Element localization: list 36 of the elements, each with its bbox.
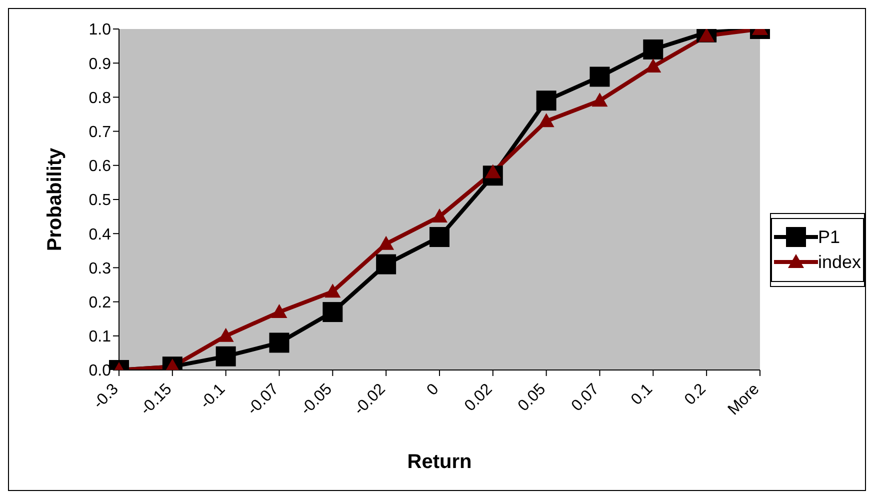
point	[538, 113, 554, 128]
x-tick-label: 0	[424, 380, 442, 400]
point	[271, 304, 288, 318]
point	[322, 302, 343, 322]
x-tick-label: 0.2	[682, 380, 710, 409]
y-tick-label: 0.8	[88, 90, 112, 107]
point	[376, 254, 396, 274]
y-tick-label: 0.6	[88, 158, 112, 176]
x-tick-label: 0.1	[628, 380, 656, 409]
y-tick-label: 0.4	[88, 226, 112, 244]
point	[536, 90, 556, 111]
y-tick-label: 0.7	[88, 124, 112, 141]
x-tick-label: -0.3	[90, 380, 122, 412]
point	[378, 236, 394, 250]
x-axis-title: Return	[407, 451, 472, 473]
x-tick-label: 0.05	[515, 380, 550, 415]
y-axis-title: Probability	[44, 146, 66, 252]
point	[216, 346, 236, 366]
legend-label: P1	[818, 226, 840, 248]
y-tick-label: 0.2	[88, 294, 112, 312]
point	[592, 92, 608, 107]
point	[218, 328, 234, 342]
point	[643, 39, 664, 60]
x-tick-label: -0.1	[197, 380, 229, 412]
point	[324, 284, 341, 298]
point	[429, 227, 450, 248]
point	[431, 208, 448, 223]
legend-label: index	[818, 252, 861, 272]
y-tick-label: 0.3	[88, 260, 112, 278]
x-tick-label: 0.02	[462, 380, 496, 415]
point	[269, 332, 290, 353]
y-tick-label: 0.1	[88, 328, 112, 346]
y-tick-label: 1.0	[88, 22, 112, 39]
point	[590, 66, 610, 87]
y-tick-label: 0.5	[88, 192, 112, 210]
y-tick-label: 0.9	[88, 56, 112, 73]
